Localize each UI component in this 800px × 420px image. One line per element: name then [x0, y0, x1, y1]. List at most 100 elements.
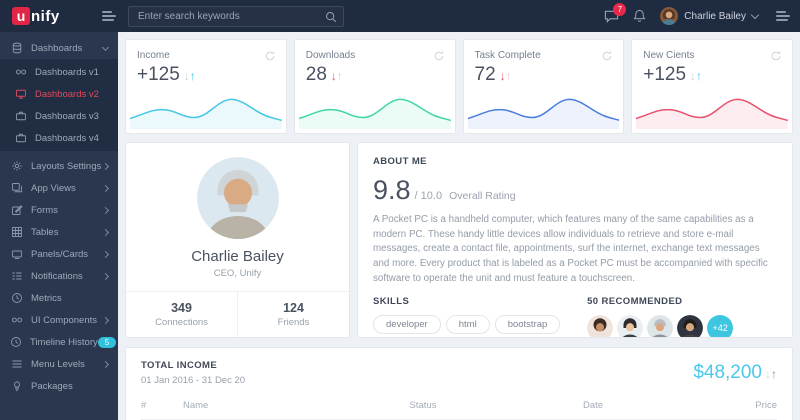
sidebar-toggle-icon[interactable]: [102, 11, 116, 21]
history-clock-icon: [10, 336, 22, 348]
sidebar-item-dashboards-v1[interactable]: Dashboards v1: [0, 61, 118, 83]
user-menu[interactable]: Charlie Bailey: [660, 7, 760, 25]
bio-text: A Pocket PC is a handheld computer, whic…: [373, 214, 768, 284]
skills-title: SKILLS: [373, 296, 410, 308]
main-content: Income +125 ↓↑ Downloads 28 ↓↑ Task Comple…: [118, 32, 800, 420]
lightbulb-icon: [10, 380, 23, 392]
pencil-square-icon: [10, 204, 23, 216]
sidebar: Dashboards Dashboards v1 Dashboards v2 D…: [0, 32, 118, 420]
search-icon[interactable]: [325, 10, 337, 28]
skills-list: developer html bootstrap php management: [373, 315, 587, 337]
sidebar-item-dashboards-v2[interactable]: Dashboards v2: [0, 83, 118, 105]
briefcase-icon: [14, 110, 27, 122]
refresh-icon[interactable]: [433, 49, 445, 67]
connections-stat[interactable]: 349 Connections: [155, 301, 208, 328]
sidebar-item-app-views[interactable]: App Views: [0, 177, 118, 199]
profile-name: Charlie Bailey: [191, 248, 284, 265]
trend-up-icon: ↑: [696, 69, 703, 83]
about-title: ABOUT ME: [373, 156, 427, 167]
trend-down-icon: ↓: [690, 69, 697, 83]
recommended-avatar[interactable]: [647, 315, 674, 337]
sidebar-item-panels-cards[interactable]: Panels/Cards: [0, 243, 118, 265]
recommended-avatar[interactable]: [587, 315, 614, 337]
recommended-avatars: +42: [587, 315, 777, 337]
sidebar-item-tables[interactable]: Tables: [0, 221, 118, 243]
profile-avatar: [196, 157, 279, 239]
refresh-icon[interactable]: [264, 49, 276, 67]
menu-lines-icon: [10, 358, 23, 370]
chevron-right-icon: [101, 272, 110, 280]
sidebar-item-notifications[interactable]: Notifications: [0, 265, 118, 287]
chevron-right-icon: [101, 250, 110, 258]
notifications-bell-icon[interactable]: [633, 9, 646, 23]
trend-up-icon: ↑: [189, 69, 196, 83]
recommended-more-badge[interactable]: +42: [707, 315, 734, 337]
sidebar-item-ui-components[interactable]: UI Components: [0, 309, 118, 331]
infinity-icon: [14, 67, 27, 77]
sidebar-item-metrics[interactable]: Metrics: [0, 287, 118, 309]
trend-up-icon: ↑: [505, 69, 512, 83]
stat-cards-row: Income +125 ↓↑ Downloads 28 ↓↑ Task Comple…: [125, 39, 793, 134]
sidebar-item-layouts-settings[interactable]: Layouts Settings: [0, 155, 118, 177]
friends-stat[interactable]: 124 Friends: [237, 292, 349, 337]
total-income-card: TOTAL INCOME 01 Jan 2016 - 31 Dec 20 $48…: [125, 347, 793, 420]
profile-card: Charlie Bailey CEO, Unify 349 Connection…: [125, 142, 350, 338]
logo-mark: u: [12, 7, 30, 25]
trend-down-icon: ↓: [765, 367, 771, 381]
recommended-title: 50 RECOMMENDED: [587, 296, 683, 308]
overall-rating: 9.8 / 10.0 Overall Rating: [373, 175, 516, 205]
refresh-icon[interactable]: [601, 49, 613, 67]
messages-icon[interactable]: 7: [604, 3, 627, 23]
display-icon: [14, 88, 27, 100]
chevron-right-icon: [101, 316, 110, 324]
quick-sidebar-toggle-icon[interactable]: [776, 11, 790, 21]
income-amount: $48,200 ↓↑: [693, 362, 777, 383]
refresh-icon[interactable]: [770, 49, 782, 67]
sidebar-item-forms[interactable]: Forms: [0, 199, 118, 221]
trend-up-icon: ↑: [336, 69, 343, 83]
downloads-sparkline: [298, 87, 451, 129]
chevron-right-icon: [101, 360, 110, 368]
monitor-icon: [10, 248, 23, 260]
logo-text: nify: [31, 7, 60, 25]
list-icon: [10, 270, 23, 282]
sidebar-item-dashboards-v4[interactable]: Dashboards v4: [0, 127, 118, 149]
timeline-history-badge: 5: [97, 336, 117, 348]
stat-card-new-clients: New Cients +125 ↓↑: [631, 39, 793, 134]
income-table-header: # Name Status Date Price: [141, 400, 777, 420]
skill-tag[interactable]: developer: [373, 315, 441, 335]
recommended-avatar[interactable]: [617, 315, 644, 337]
gear-icon: [10, 160, 23, 172]
recommended-avatar[interactable]: [677, 315, 704, 337]
chevron-right-icon: [101, 162, 110, 170]
user-name: Charlie Bailey: [684, 10, 746, 22]
sidebar-item-timeline-history[interactable]: Timeline History 5: [0, 331, 118, 353]
stat-card-task-complete: Task Complete 72 ↓↑: [462, 39, 625, 134]
user-avatar: [660, 7, 679, 25]
grid-icon: [10, 226, 23, 238]
skill-tag[interactable]: html: [445, 315, 490, 335]
chevron-right-icon: [101, 228, 110, 236]
income-sparkline: [130, 87, 282, 129]
trend-down-icon: ↓: [330, 69, 337, 83]
chevron-down-icon: [750, 10, 760, 19]
trend-down-icon: ↓: [183, 69, 190, 83]
sidebar-item-menu-levels[interactable]: Menu Levels: [0, 353, 118, 375]
briefcase-icon: [14, 132, 27, 144]
database-icon: [10, 42, 23, 54]
trend-up-icon: ↑: [771, 367, 777, 381]
profile-stats: 349 Connections 124 Friends: [126, 291, 349, 337]
sidebar-item-dashboards-v3[interactable]: Dashboards v3: [0, 105, 118, 127]
chevron-down-icon: [101, 43, 110, 51]
search-input[interactable]: [128, 5, 344, 27]
trend-down-icon: ↓: [499, 69, 506, 83]
clients-sparkline: [636, 87, 788, 129]
app-logo[interactable]: u nify: [12, 7, 98, 25]
sidebar-item-packages[interactable]: Packages: [0, 375, 118, 397]
topbar: u nify 7 Charlie Bailey: [0, 0, 800, 32]
income-title: TOTAL INCOME: [141, 360, 218, 371]
skill-tag[interactable]: bootstrap: [494, 315, 561, 335]
stat-card-downloads: Downloads 28 ↓↑: [293, 39, 456, 134]
clock-icon: [10, 292, 23, 304]
sidebar-item-dashboards[interactable]: Dashboards: [0, 37, 118, 59]
